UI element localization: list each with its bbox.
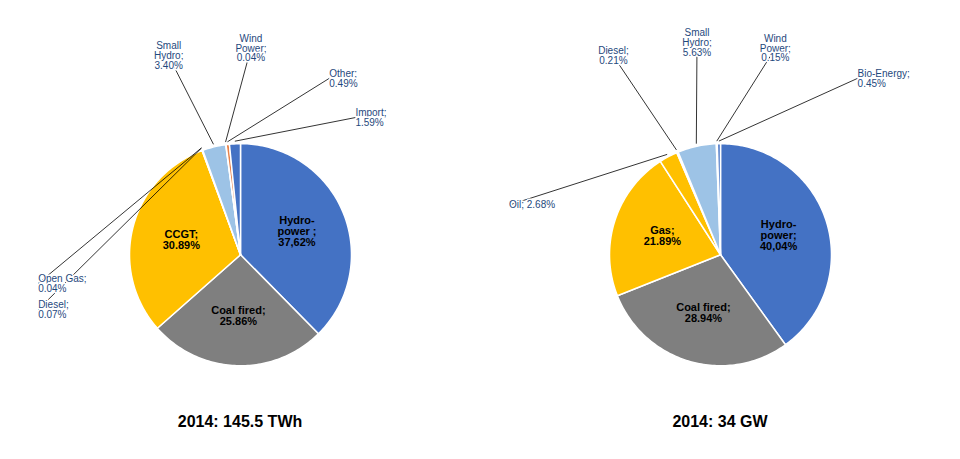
html-text:2014: 145.5 TWh: 2014: 145.5 TWh xyxy=(177,413,303,430)
svg-text:Hydro-power ;37,62%: Hydro-power ;37,62% xyxy=(277,214,316,248)
svg-text:SmallHydro;5.63%: SmallHydro;5.63% xyxy=(682,27,711,58)
svg-text:Coal fired;28.94%: Coal fired;28.94% xyxy=(676,301,730,324)
svg-text:Oil; 2.68%: Oil; 2.68% xyxy=(509,199,555,210)
svg-text:Open Gas;0.04%: Open Gas;0.04% xyxy=(38,273,86,294)
svg-text:Gas;21.89%: Gas;21.89% xyxy=(644,224,682,247)
svg-text:WindPower;0.04%: WindPower;0.04% xyxy=(235,33,266,64)
svg-text:Diesel;0.21%: Diesel;0.21% xyxy=(598,45,629,66)
svg-text:Coal fired;25.86%: Coal fired;25.86% xyxy=(211,304,265,327)
svg-text:Other;0.49%: Other;0.49% xyxy=(329,68,357,89)
svg-text:CCGT;30.89%: CCGT;30.89% xyxy=(163,228,201,251)
svg-text:WindPower;0.15%: WindPower;0.15% xyxy=(760,33,791,64)
svg-text:Hydro-power;40,04%: Hydro-power;40,04% xyxy=(760,218,798,252)
svg-text:Bio-Energy;0.45%: Bio-Energy;0.45% xyxy=(858,68,910,89)
svg-text:Import;1.59%: Import;1.59% xyxy=(355,107,386,128)
html-text:2014: 34 GW: 2014: 34 GW xyxy=(672,413,768,430)
svg-text:SmallHydro;3.40%: SmallHydro;3.40% xyxy=(154,40,183,71)
svg-text:Diesel;0.07%: Diesel;0.07% xyxy=(38,299,69,320)
